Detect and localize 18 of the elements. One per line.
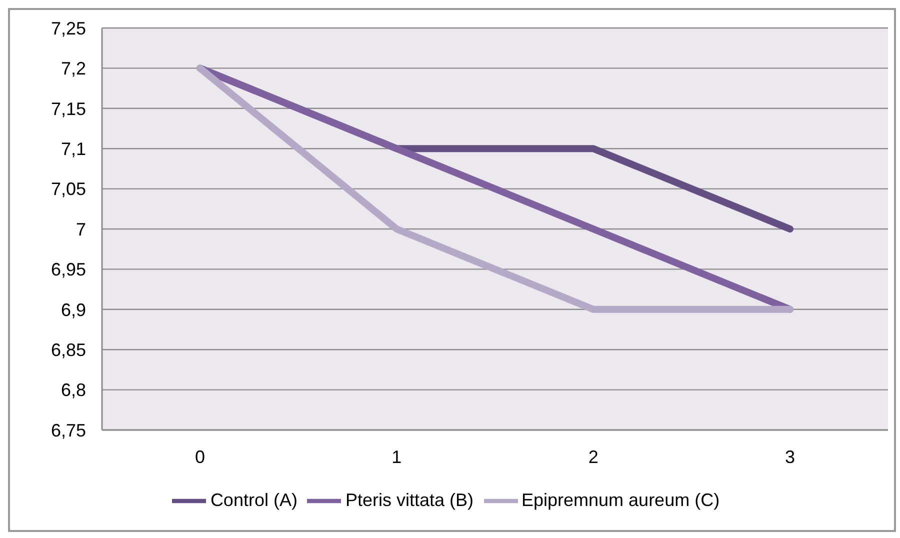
y-tick-label: 6,9: [60, 300, 86, 320]
x-tick-label: 2: [588, 446, 598, 467]
y-tick-label: 7: [76, 219, 86, 240]
x-tick-label: 0: [194, 446, 206, 467]
y-tick-label: 7,05: [50, 179, 86, 200]
y-tick-label: 6,75: [50, 420, 86, 440]
y-tick-label: 7,15: [50, 98, 86, 119]
legend-label: Epipremnum aureum (C): [522, 490, 720, 510]
y-tick-label: 7,2: [60, 58, 86, 79]
y-tick-label: 6,95: [50, 260, 86, 280]
legend-label: Pteris vittata (B): [345, 490, 474, 510]
y-tick-label: 6,85: [50, 340, 86, 360]
y-tick-label: 7,25: [50, 18, 86, 38]
y-tick-label: 6,8: [60, 380, 86, 400]
x-tick-label: 1: [392, 446, 402, 467]
x-tick-label: 3: [784, 446, 796, 467]
y-tick-label: 7,1: [60, 138, 86, 159]
legend-label: Control (A): [210, 490, 298, 510]
